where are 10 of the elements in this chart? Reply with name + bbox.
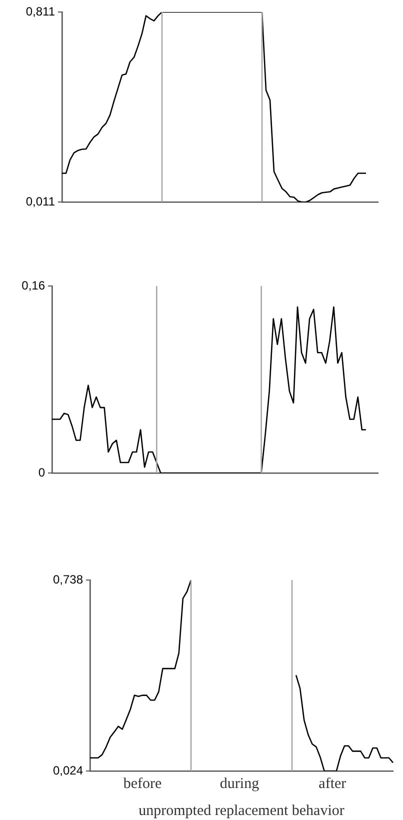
y-tick-label: 0 bbox=[38, 465, 46, 480]
y-tick-label: 0,16 bbox=[22, 278, 46, 292]
x-tick-label: before bbox=[123, 776, 162, 792]
x-axis-title: unprompted replacement behavior bbox=[138, 802, 344, 819]
y-tick-label: 0,738 bbox=[52, 572, 84, 586]
y-tick-label: 0,811 bbox=[26, 4, 56, 18]
x-tick-label: after bbox=[318, 776, 346, 792]
y-tick-label: 0,011 bbox=[26, 194, 56, 208]
x-tick-label: during bbox=[220, 776, 260, 792]
y-tick-label: 0,024 bbox=[52, 763, 84, 778]
